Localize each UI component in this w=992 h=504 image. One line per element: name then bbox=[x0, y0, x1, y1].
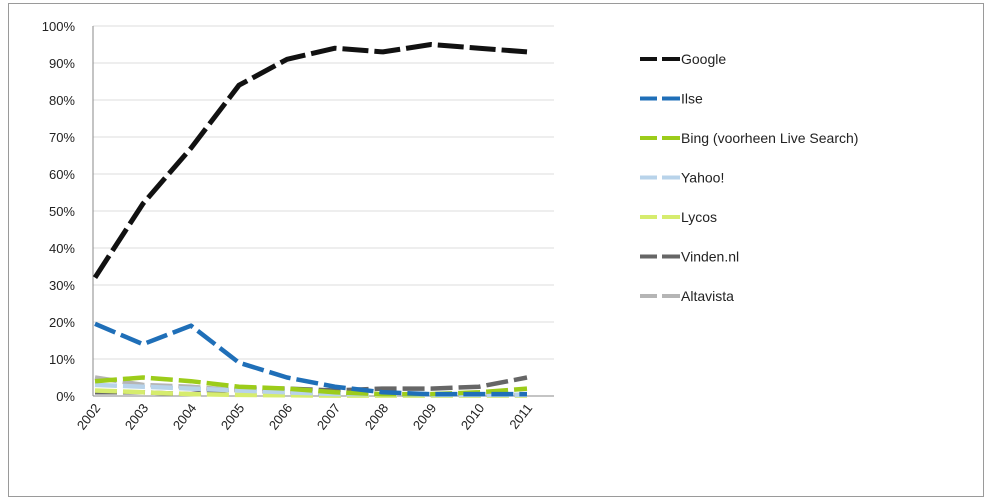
series-line bbox=[94, 321, 527, 397]
legend-label: Bing (voorheen Live Search) bbox=[681, 130, 858, 146]
x-tick-label: 2008 bbox=[362, 401, 392, 433]
x-tick-label: 2002 bbox=[74, 401, 104, 433]
x-tick-label: 2003 bbox=[122, 401, 152, 433]
y-tick-label: 100% bbox=[42, 19, 76, 34]
legend-label: Ilse bbox=[681, 91, 703, 107]
legend-label: Lycos bbox=[681, 209, 717, 225]
y-tick-label: 40% bbox=[49, 241, 75, 256]
x-tick-label: 2010 bbox=[458, 401, 488, 433]
y-tick-label: 70% bbox=[49, 130, 75, 145]
y-tick-label: 0% bbox=[56, 389, 75, 404]
x-tick-label: 2006 bbox=[266, 401, 296, 433]
x-tick-label: 2009 bbox=[410, 401, 440, 433]
chart-frame: 0% 10% 20% 30% 40% 50% 60% 70% 80% 90% 100% 2002 200… bbox=[8, 3, 984, 497]
series-lines bbox=[92, 42, 528, 398]
y-tick-label: 80% bbox=[49, 93, 75, 108]
line-chart: 0% 10% 20% 30% 40% 50% 60% 70% 80% 90% 100% 2002 200… bbox=[42, 19, 859, 433]
x-tick-label: 2007 bbox=[314, 401, 344, 433]
axes: 0% 10% 20% 30% 40% 50% 60% 70% 80% 90% 100% 2002 200… bbox=[42, 19, 554, 433]
gridlines bbox=[93, 25, 554, 397]
x-tick-label: 2011 bbox=[506, 401, 535, 432]
y-tick-label: 60% bbox=[49, 167, 75, 182]
y-tick-label: 90% bbox=[49, 56, 75, 71]
y-tick-label: 30% bbox=[49, 278, 75, 293]
legend-label: Google bbox=[681, 51, 726, 67]
series-line bbox=[94, 375, 528, 397]
legend-item: Vinden.nl bbox=[640, 249, 739, 265]
legend-item: Yahoo! bbox=[640, 170, 724, 186]
y-tick-label: 20% bbox=[49, 315, 75, 330]
legend-item: Google bbox=[640, 51, 726, 67]
legend-item: Lycos bbox=[640, 209, 717, 225]
legend-label: Altavista bbox=[681, 288, 734, 304]
y-tick-label: 10% bbox=[49, 352, 75, 367]
series-line bbox=[94, 382, 527, 398]
legend-label: Yahoo! bbox=[681, 170, 724, 186]
legend-item: Ilse bbox=[640, 91, 703, 107]
y-tick-label: 50% bbox=[49, 204, 75, 219]
legend-item: Altavista bbox=[640, 288, 734, 304]
legend: Google Ilse Bing (voorheen Live Search) Yah… bbox=[640, 51, 858, 304]
x-tick-label: 2005 bbox=[218, 401, 248, 433]
series-line bbox=[92, 42, 528, 279]
legend-label: Vinden.nl bbox=[681, 249, 739, 265]
x-tick-label: 2004 bbox=[170, 401, 200, 433]
legend-item: Bing (voorheen Live Search) bbox=[640, 130, 858, 146]
